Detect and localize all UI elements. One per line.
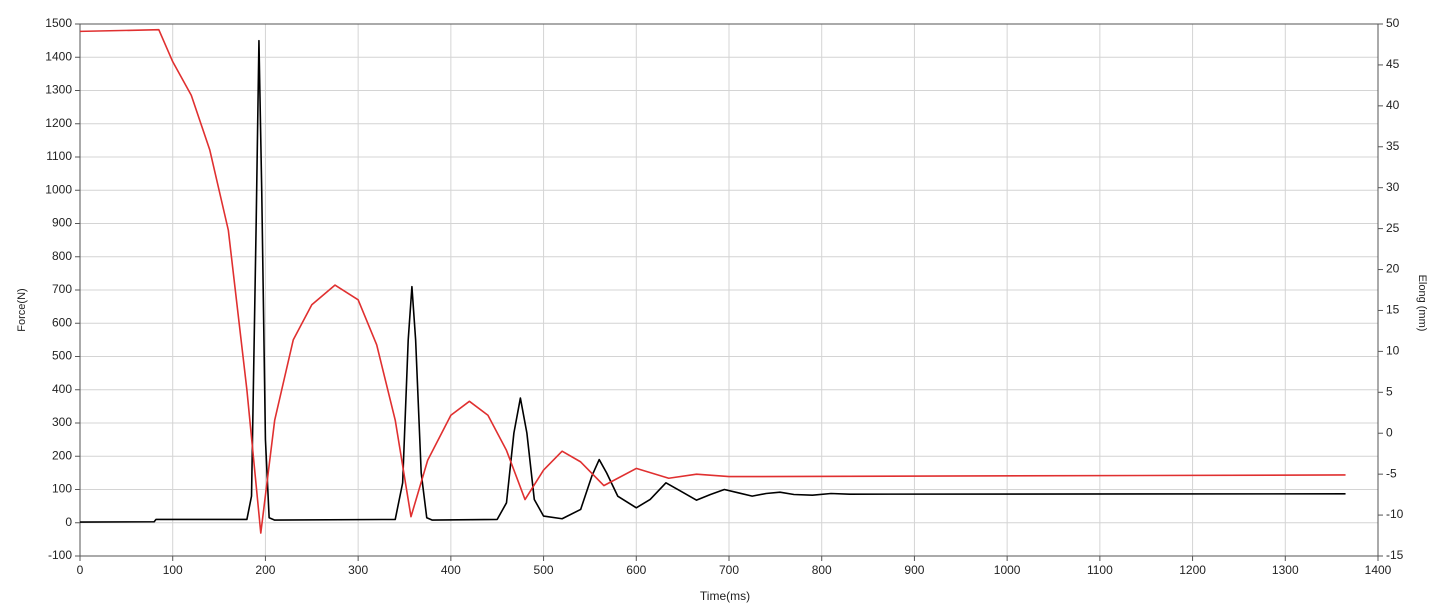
y2-tick-label: 45 [1386,57,1400,71]
y-tick-label: 900 [52,216,72,230]
x-axis-label: Time(ms) [700,589,750,603]
y2-tick-label: -10 [1386,507,1404,521]
y2-tick-label: 40 [1386,98,1400,112]
y-tick-label: 1000 [45,182,72,196]
y-tick-label: 700 [52,282,72,296]
y-tick-label: 1500 [45,16,72,30]
x-tick-label: 100 [163,563,183,577]
y-tick-label: 200 [52,448,72,462]
x-tick-label: 1100 [1087,563,1113,577]
y-tick-label: 100 [52,482,72,496]
x-tick-label: 1000 [994,563,1021,577]
x-tick-label: 1200 [1179,563,1206,577]
y-tick-label: 600 [52,315,72,329]
y-tick-label: 0 [65,515,72,529]
y2-tick-label: 35 [1386,139,1400,153]
y2-tick-label: 20 [1386,262,1400,276]
y2-axis-label: Elong (mm) [1416,275,1428,332]
x-tick-label: 1400 [1365,563,1392,577]
y2-tick-label: 10 [1386,344,1400,358]
plot-frame [79,23,1379,557]
x-tick-label: 1300 [1272,563,1299,577]
x-tick-label: 400 [441,563,461,577]
y2-tick-label: 15 [1386,303,1400,317]
y2-tick-label: 0 [1386,425,1393,439]
y-tick-label: 300 [52,415,72,429]
x-tick-label: 600 [626,563,646,577]
y2-tick-label: 30 [1386,180,1400,194]
x-tick-label: 900 [904,563,924,577]
y-tick-label: 1300 [45,83,72,97]
y2-tick-label: -5 [1386,466,1397,480]
y-tick-label: 1400 [45,49,72,63]
y-tick-label: 400 [52,382,72,396]
y-tick-label: -100 [48,548,72,562]
y-tick-label: 500 [52,349,72,363]
y-tick-label: 1200 [45,116,72,130]
y2-tick-label: -15 [1386,548,1404,562]
x-tick-label: 700 [719,563,739,577]
x-tick-label: 300 [348,563,368,577]
y-tick-label: 800 [52,249,72,263]
y2-tick-label: 25 [1386,221,1400,235]
y2-tick-label: 5 [1386,384,1393,398]
x-tick-label: 0 [77,563,84,577]
data-line [79,28,1346,534]
y2-tick-label: 50 [1386,16,1400,30]
x-tick-label: 500 [534,563,554,577]
x-tick-label: 200 [255,563,275,577]
x-tick-label: 800 [812,563,832,577]
y-axis-label: Force(N) [16,288,28,331]
data-line [79,39,1346,523]
y-tick-label: 1100 [46,149,72,163]
